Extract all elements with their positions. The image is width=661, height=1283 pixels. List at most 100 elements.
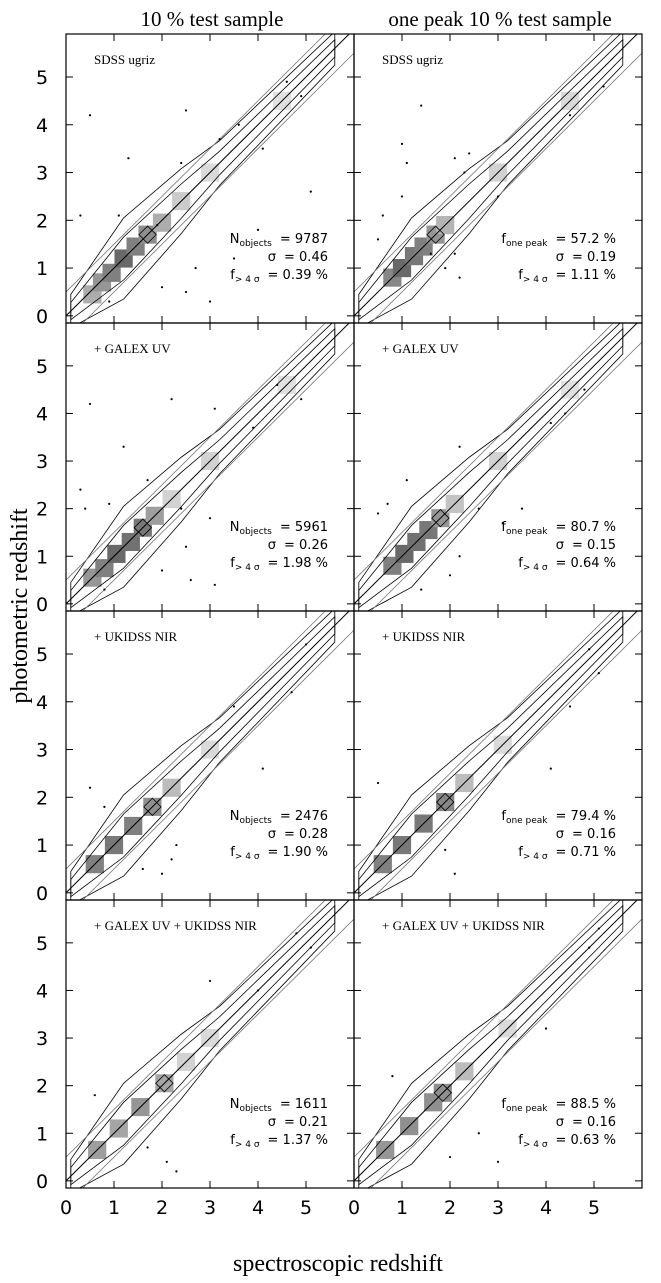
stat-value: = 79.4 % xyxy=(556,809,616,824)
panel-7: 0 1 2 3 4 5 0 1 2 3 4 5 + GALEX UV + UKIDSS NIR = 161… xyxy=(36,899,355,1219)
outlier-point xyxy=(588,648,591,651)
outlier-point xyxy=(391,1075,394,1078)
outlier-point xyxy=(448,574,452,577)
outlier-point xyxy=(194,266,197,270)
median-marker xyxy=(133,518,153,537)
outlier-point xyxy=(208,979,212,983)
outlier-point xyxy=(79,488,82,491)
panel-plot-area xyxy=(66,611,354,900)
outlier-point xyxy=(103,805,106,808)
panel-2: SDSS ugriz = 57.2 % fone peak = 0.19 σ = 1.11… xyxy=(353,33,643,324)
y-tick-label: 0 xyxy=(36,306,48,328)
x-tick-label: 2 xyxy=(156,1197,168,1219)
outlier-point xyxy=(285,80,288,83)
diagonal-line xyxy=(354,34,638,317)
x-tick-label: 2 xyxy=(444,1197,456,1219)
outlier-point xyxy=(108,502,111,505)
stat-value: = 0.63 % xyxy=(556,1133,616,1148)
outlier-point xyxy=(160,286,164,289)
stat-name: f> 4 σ xyxy=(518,1133,548,1150)
stat-name: f> 4 σ xyxy=(230,268,260,285)
outlier-point xyxy=(597,927,600,930)
outlier-point xyxy=(232,257,236,260)
contour-line xyxy=(70,323,336,611)
contour-line xyxy=(358,323,624,611)
stat-value: = 88.5 % xyxy=(556,1097,616,1112)
stat-value: = 0.39 % xyxy=(268,268,328,283)
diagonal-line xyxy=(66,34,350,317)
outlier-point xyxy=(146,1146,149,1149)
outlier-point xyxy=(458,555,461,558)
offset-line xyxy=(82,918,354,1188)
outlier-point xyxy=(189,578,192,582)
stat-name: f> 4 σ xyxy=(518,845,548,862)
x-axis-label: spectroscopic redshift xyxy=(233,1251,443,1277)
stat-value: = 0.15 xyxy=(572,538,616,553)
median-marker xyxy=(435,792,455,812)
contour-line xyxy=(70,904,336,1186)
stat-name: Nobjects xyxy=(230,232,272,249)
outlier-point xyxy=(88,402,92,406)
contour-line xyxy=(358,904,624,1186)
outlier-point xyxy=(597,671,600,675)
diagonal-line xyxy=(66,900,350,1182)
outlier-point xyxy=(276,383,279,386)
outlier-point xyxy=(568,705,572,708)
x-tick-label: 4 xyxy=(252,1197,264,1219)
outlier-point xyxy=(108,300,111,303)
y-axis-label: photometric redshift xyxy=(7,508,33,704)
stat-name: Nobjects xyxy=(230,809,272,826)
stat-value: = 9787 xyxy=(280,232,328,247)
x-tick-label: 4 xyxy=(540,1197,552,1219)
outlier-point xyxy=(405,478,408,482)
outlier-point xyxy=(602,85,605,88)
outlier-point xyxy=(501,521,504,525)
stat-value: = 5961 xyxy=(280,520,328,535)
outlier-point xyxy=(160,872,164,875)
stat-value: = 0.28 xyxy=(284,827,328,842)
x-tick-label: 0 xyxy=(348,1197,360,1219)
offset-line xyxy=(82,629,354,900)
outlier-point xyxy=(79,214,82,217)
panel-label: SDSS ugriz xyxy=(382,52,443,67)
stat-value: = 1611 xyxy=(280,1097,328,1112)
y-tick-label: 1 xyxy=(36,1123,48,1145)
outlier-point xyxy=(309,946,312,949)
stat-name: σ xyxy=(268,250,276,265)
panel-grid: 0 1 2 3 4 5 SDSS ugriz = 9787 Nobjects = 0.46 σ = 0… xyxy=(36,33,643,1219)
outlier-point xyxy=(213,583,216,586)
diagonal-line xyxy=(354,611,638,894)
median-marker xyxy=(155,1074,174,1093)
outlier-point xyxy=(448,1155,452,1159)
outlier-point xyxy=(304,643,308,646)
outlier-point xyxy=(458,445,461,448)
outlier-point xyxy=(381,214,384,217)
outlier-point xyxy=(160,569,164,572)
offset-line xyxy=(354,611,614,870)
outlier-point xyxy=(300,398,303,401)
outlier-point xyxy=(496,1160,500,1163)
stat-value: = 1.90 % xyxy=(268,845,328,860)
y-tick-label: 3 xyxy=(36,163,48,185)
outlier-point xyxy=(122,445,125,448)
outlier-point xyxy=(295,932,298,935)
outlier-point xyxy=(463,171,466,174)
outlier-point xyxy=(156,223,159,227)
outlier-point xyxy=(290,691,293,694)
outlier-point xyxy=(453,252,456,255)
diagonal-line xyxy=(66,611,350,894)
contour-line xyxy=(70,38,336,321)
panel-label: + GALEX UV xyxy=(382,341,459,356)
y-tick-label: 5 xyxy=(36,933,48,955)
panel-4: + GALEX UV = 80.7 % fone peak = 0.15 σ = 0.64… xyxy=(353,322,643,612)
outlier-point xyxy=(386,502,389,505)
panel-6: + UKIDSS NIR = 79.4 % fone peak = 0.16 σ = 0.… xyxy=(353,610,643,901)
panel-1: 0 1 2 3 4 5 SDSS ugriz = 9787 Nobjects = 0.46 σ = 0… xyxy=(36,33,355,328)
outlier-point xyxy=(444,848,447,851)
y-tick-label: 3 xyxy=(36,740,48,762)
y-tick-label: 5 xyxy=(36,356,48,378)
outlier-point xyxy=(468,152,471,155)
outlier-point xyxy=(252,426,255,429)
panel-plot-area xyxy=(66,34,354,323)
stat-value: = 0.21 xyxy=(284,1115,328,1130)
